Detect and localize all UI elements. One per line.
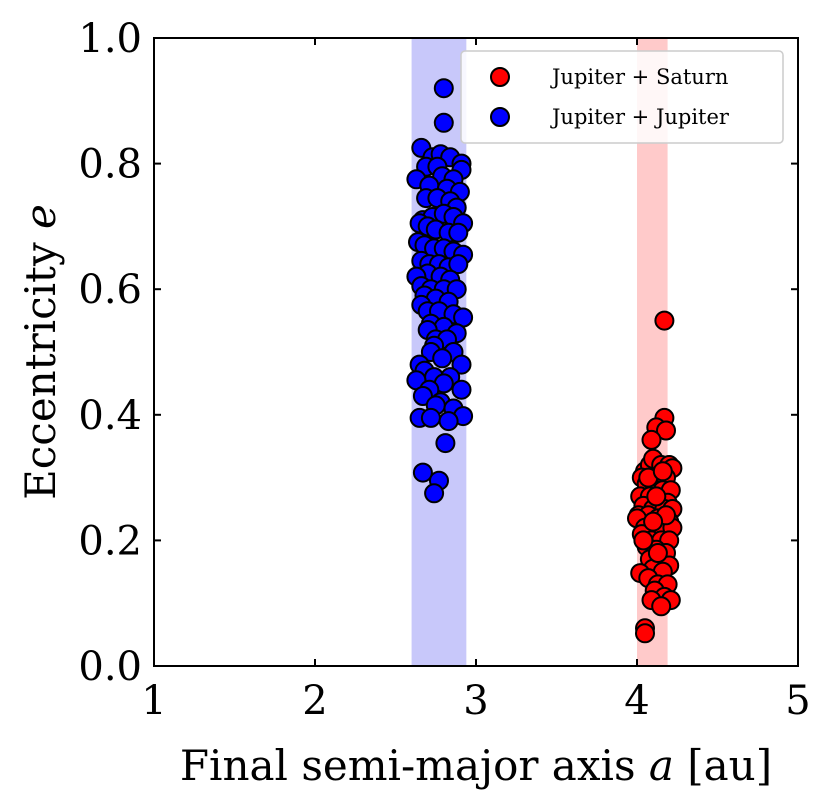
y-tick-label-3: 0.6 bbox=[78, 267, 142, 313]
point-jupiter-jupiter-1 bbox=[433, 112, 454, 133]
legend-box bbox=[460, 50, 784, 144]
point-jupiter-saturn-61 bbox=[633, 530, 654, 551]
legend-label-jupiter-jupiter: Jupiter + Jupiter bbox=[550, 105, 730, 129]
point-jupiter-jupiter-67 bbox=[451, 354, 472, 375]
y-tick-label-5: 1.0 bbox=[78, 16, 142, 62]
point-jupiter-jupiter-66 bbox=[432, 348, 453, 369]
point-jupiter-jupiter-0 bbox=[433, 78, 454, 99]
data-points bbox=[406, 78, 683, 644]
point-jupiter-saturn-63 bbox=[643, 511, 664, 532]
legend-label-jupiter-saturn: Jupiter + Saturn bbox=[550, 65, 728, 89]
y-tick-label-0: 0.0 bbox=[78, 644, 142, 690]
x-axis-label: Final semi-major axis a [au] bbox=[180, 741, 772, 790]
x-tick-label-0: 1 bbox=[141, 678, 166, 724]
point-jupiter-jupiter-75 bbox=[451, 379, 472, 400]
point-jupiter-saturn-4 bbox=[641, 429, 662, 450]
point-jupiter-saturn-58 bbox=[646, 486, 667, 507]
point-jupiter-saturn-55 bbox=[651, 596, 672, 617]
point-jupiter-jupiter-83 bbox=[438, 411, 459, 432]
point-jupiter-jupiter-29 bbox=[448, 222, 469, 243]
point-jupiter-jupiter-84 bbox=[435, 433, 456, 454]
point-jupiter-jupiter-40 bbox=[448, 254, 469, 275]
point-jupiter-saturn-0 bbox=[654, 310, 675, 331]
point-jupiter-jupiter-85 bbox=[412, 462, 433, 483]
point-jupiter-jupiter-87 bbox=[424, 483, 445, 504]
point-jupiter-saturn-57 bbox=[635, 623, 655, 644]
axis-ticks bbox=[153, 37, 799, 667]
point-jupiter-saturn-60 bbox=[652, 461, 673, 482]
point-jupiter-saturn-3 bbox=[656, 420, 676, 441]
y-tick-label-4: 0.8 bbox=[78, 142, 142, 188]
y-axis-label: Eccentricity e bbox=[16, 204, 65, 500]
legend-marker-jupiter-jupiter bbox=[490, 107, 510, 127]
y-tick-label-1: 0.2 bbox=[78, 518, 142, 564]
x-tick-label-2: 3 bbox=[463, 678, 488, 724]
point-jupiter-jupiter-81 bbox=[420, 407, 441, 428]
x-tick-label-3: 4 bbox=[624, 678, 649, 724]
legend: Jupiter + Saturn Jupiter + Jupiter bbox=[460, 50, 784, 144]
tick-labels: 1 2 3 4 5 0.0 0.2 0.4 0.6 0.8 1.0 bbox=[78, 16, 810, 724]
legend-marker-jupiter-saturn bbox=[490, 67, 510, 87]
y-tick-label-2: 0.4 bbox=[78, 393, 142, 439]
x-tick-label-1: 2 bbox=[302, 678, 327, 724]
x-tick-label-4: 5 bbox=[785, 678, 810, 724]
point-jupiter-saturn-64 bbox=[647, 543, 668, 563]
